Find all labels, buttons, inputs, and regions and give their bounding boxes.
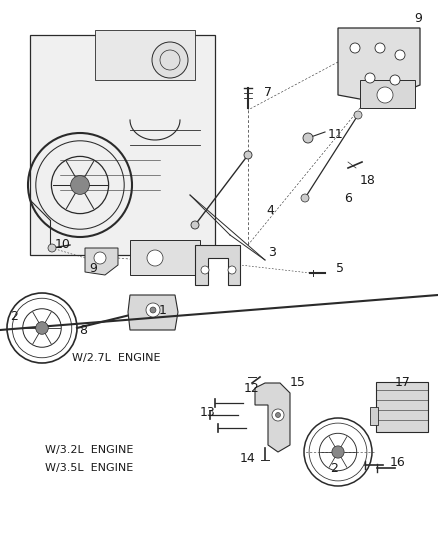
- Circle shape: [147, 250, 163, 266]
- Polygon shape: [85, 248, 118, 275]
- Circle shape: [201, 266, 209, 274]
- Polygon shape: [128, 295, 178, 330]
- Circle shape: [276, 413, 280, 417]
- Circle shape: [377, 87, 393, 103]
- Text: 13: 13: [200, 406, 216, 418]
- Text: 2: 2: [330, 462, 338, 474]
- Text: 9: 9: [414, 12, 422, 25]
- Text: 7: 7: [264, 85, 272, 99]
- Circle shape: [150, 307, 156, 313]
- Bar: [370, 407, 378, 425]
- Text: 14: 14: [240, 451, 256, 464]
- Circle shape: [303, 133, 313, 143]
- Circle shape: [191, 221, 199, 229]
- Text: W/3.5L  ENGINE: W/3.5L ENGINE: [45, 463, 133, 473]
- Text: 12: 12: [244, 382, 260, 394]
- Circle shape: [272, 409, 284, 421]
- Text: 4: 4: [266, 204, 274, 216]
- Text: 11: 11: [328, 128, 344, 141]
- Circle shape: [94, 252, 106, 264]
- Circle shape: [354, 111, 362, 119]
- Text: 18: 18: [360, 174, 376, 187]
- Circle shape: [71, 176, 89, 195]
- Circle shape: [301, 194, 309, 202]
- Polygon shape: [195, 245, 240, 285]
- Polygon shape: [255, 383, 290, 452]
- Text: 17: 17: [395, 376, 411, 389]
- Circle shape: [350, 43, 360, 53]
- Bar: [130, 240, 200, 275]
- Text: 10: 10: [55, 238, 71, 252]
- Text: 15: 15: [290, 376, 306, 389]
- Circle shape: [390, 75, 400, 85]
- Circle shape: [152, 42, 188, 78]
- Circle shape: [146, 303, 160, 317]
- Circle shape: [395, 50, 405, 60]
- Circle shape: [244, 151, 252, 159]
- Polygon shape: [338, 28, 420, 100]
- Text: 9: 9: [89, 262, 97, 274]
- Bar: [95, 30, 195, 80]
- Circle shape: [365, 73, 375, 83]
- Bar: [376, 382, 428, 432]
- Text: 6: 6: [344, 191, 352, 205]
- Circle shape: [375, 43, 385, 53]
- Circle shape: [228, 266, 236, 274]
- Bar: [360, 80, 415, 108]
- Text: W/3.2L  ENGINE: W/3.2L ENGINE: [45, 445, 134, 455]
- Circle shape: [36, 322, 48, 334]
- Circle shape: [48, 244, 56, 252]
- Circle shape: [332, 446, 344, 458]
- Bar: [30, 35, 215, 255]
- Text: W/2.7L  ENGINE: W/2.7L ENGINE: [72, 353, 160, 363]
- Text: 8: 8: [79, 324, 87, 336]
- Text: 16: 16: [390, 456, 406, 469]
- Text: 2: 2: [10, 310, 18, 322]
- Text: 3: 3: [268, 246, 276, 259]
- Text: 1: 1: [159, 303, 167, 317]
- Text: 5: 5: [336, 262, 344, 274]
